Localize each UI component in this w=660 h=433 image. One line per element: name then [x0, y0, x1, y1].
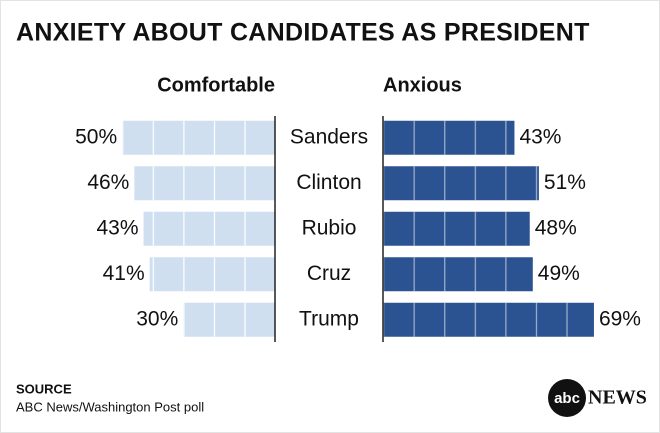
bar [383, 211, 530, 246]
value-label: 69% [599, 307, 641, 330]
source-label: SOURCE [16, 381, 72, 396]
bar [383, 166, 539, 201]
logo-circle [548, 379, 586, 417]
bar [122, 120, 276, 155]
chart-title: ANXIETY ABOUT CANDIDATES AS PRESIDENT [16, 19, 590, 47]
value-label: 50% [75, 125, 117, 148]
legend-label: Anxious [383, 74, 462, 96]
logo: abc NEWS [548, 379, 647, 417]
legend-label: Comfortable [157, 74, 275, 96]
plot-area: Sanders 50% 43% Clinton 46% 51% Rubio 43% 48% Cru… [75, 120, 641, 337]
category-label: Clinton [296, 171, 361, 194]
value-label: 43% [519, 125, 561, 148]
bar [383, 257, 533, 292]
category-label: Sanders [290, 125, 368, 148]
bar [143, 211, 275, 246]
category-label: Cruz [307, 262, 351, 285]
bar [383, 302, 594, 337]
category-label: Rubio [302, 216, 357, 239]
value-label: 46% [87, 171, 129, 194]
value-label: 49% [538, 262, 580, 285]
value-label: 43% [97, 216, 139, 239]
category-label: Trump [299, 307, 359, 330]
value-label: 48% [535, 216, 577, 239]
logo-mark: abc [554, 390, 580, 407]
bar [149, 257, 275, 292]
value-label: 51% [544, 171, 586, 194]
value-label: 30% [136, 307, 178, 330]
bar [183, 302, 275, 337]
value-label: 41% [103, 262, 145, 285]
source-text: ABC News/Washington Post poll [16, 399, 204, 414]
bar [383, 120, 515, 155]
bar [134, 166, 275, 201]
logo-word: NEWS [588, 387, 647, 409]
